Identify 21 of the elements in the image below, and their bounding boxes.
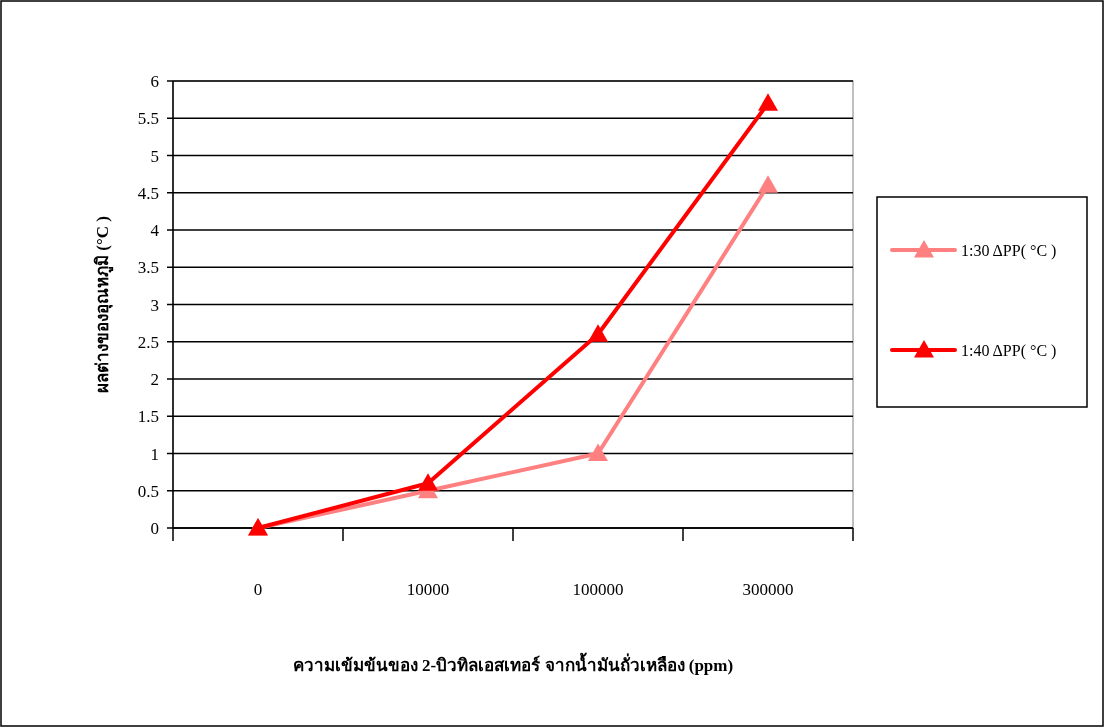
x-tick-label: 0 — [253, 580, 263, 599]
y-tick-label: 2 — [150, 370, 159, 389]
y-tick-label: 0.5 — [137, 481, 159, 501]
x-axis-title: ความเข้มข้นของ 2-บิวทิลเอสเทอร์ จากน้ำมันถั่วเหลือง (ppm) — [292, 652, 734, 675]
y-tick-label: 1.5 — [137, 407, 159, 427]
y-tick-label: 4.5 — [137, 183, 159, 203]
y-tick-label: 3.5 — [137, 258, 159, 278]
y-tick-label: 5.5 — [137, 109, 159, 129]
y-tick-label: 2.5 — [137, 332, 159, 352]
x-tick-label: 10000 — [406, 580, 450, 599]
y-tick-label: 3 — [150, 295, 159, 315]
y-axis-title: ผลต่างของอุณหภูมิ (°C ) — [93, 216, 114, 393]
y-tick-label: 1 — [150, 444, 159, 464]
x-tick-label: 300000 — [742, 580, 794, 599]
y-tick-label: 4 — [150, 221, 160, 240]
legend-label: 1:40 ΔPP( °C ) — [961, 342, 1057, 360]
y-tick-label: 5 — [150, 146, 159, 166]
y-tick-label: 6 — [150, 72, 159, 91]
y-tick-label: 0 — [150, 519, 159, 538]
x-tick-label: 100000 — [572, 580, 624, 599]
legend-label: 1:30 ΔPP( °C ) — [961, 242, 1057, 260]
